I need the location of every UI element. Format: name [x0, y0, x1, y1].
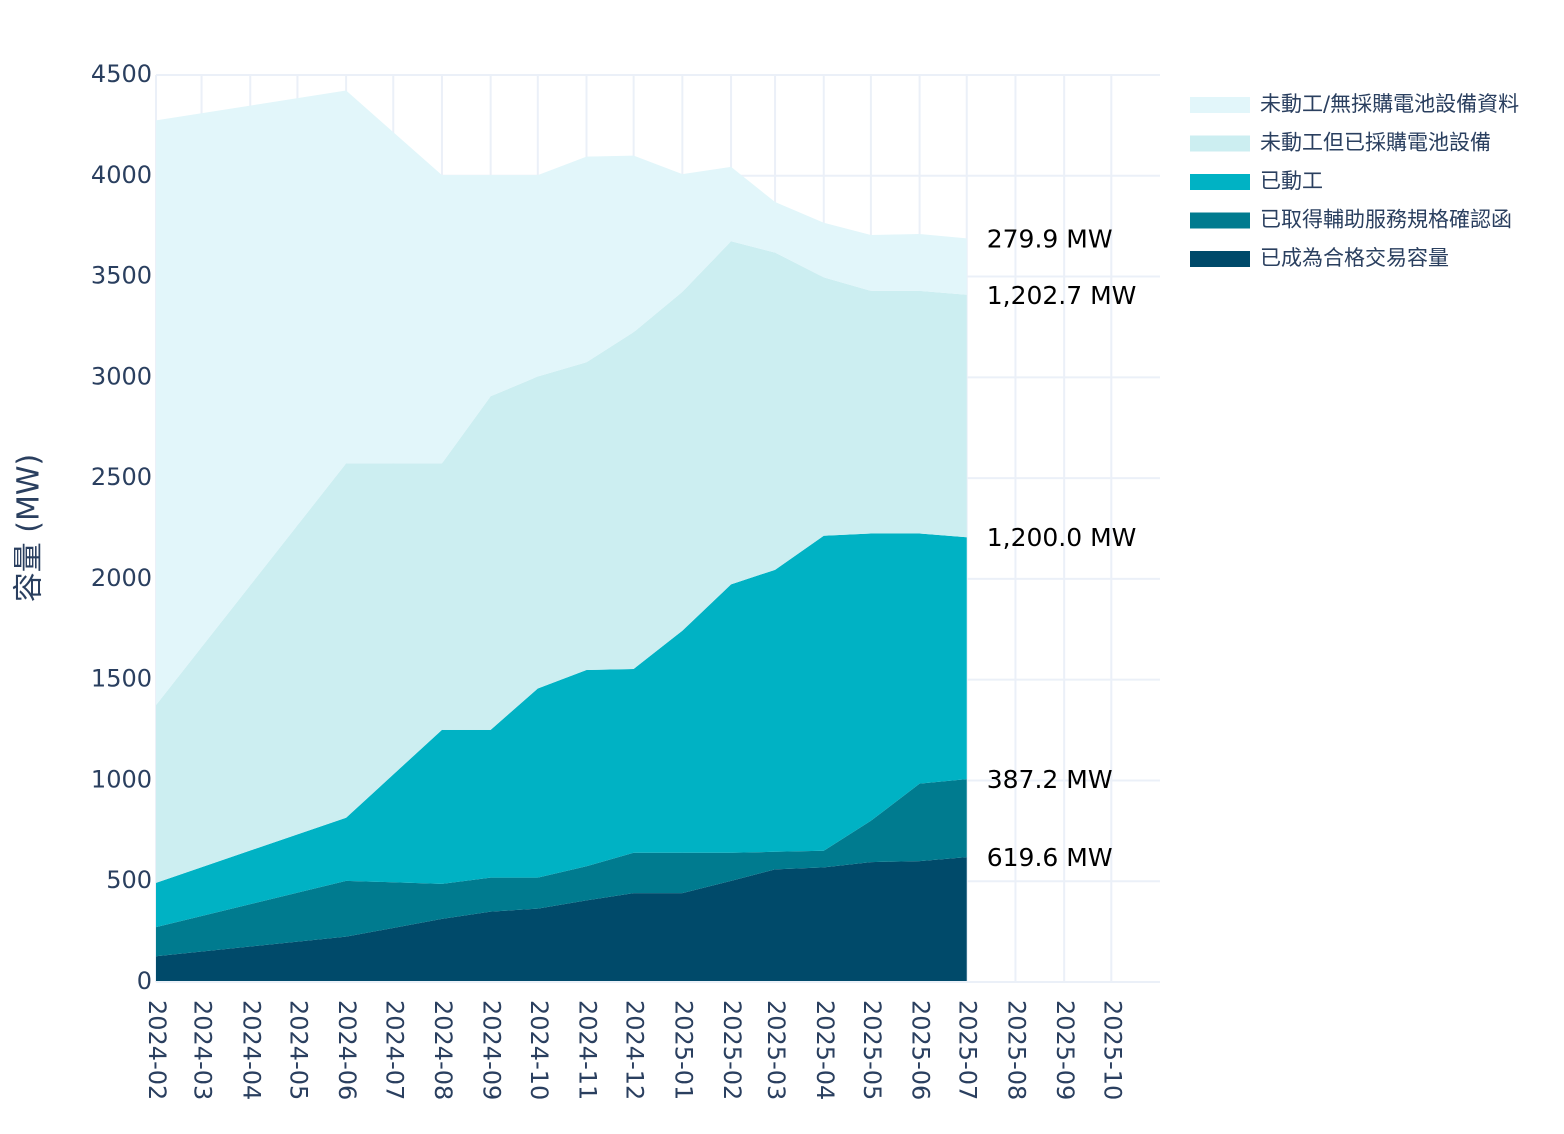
legend-label: 已動工: [1260, 169, 1323, 193]
legend-swatch: [1190, 251, 1250, 267]
data-label: 619.6 MW: [987, 843, 1113, 872]
legend-swatch: [1190, 97, 1250, 113]
x-tick-label: 2025-02: [718, 1000, 746, 1100]
y-tick-label: 4500: [91, 60, 152, 88]
legend-label: 已成為合格交易容量: [1260, 246, 1449, 270]
legend-label: 未動工但已採購電池設備: [1260, 131, 1491, 155]
legend-label: 已取得輔助服務規格確認函: [1260, 208, 1512, 232]
y-tick-label: 3500: [91, 262, 152, 290]
data-label: 1,200.0 MW: [987, 523, 1137, 552]
legend-swatch: [1190, 174, 1250, 190]
y-tick-label: 1000: [91, 765, 152, 793]
data-label: 387.2 MW: [987, 765, 1113, 794]
legend-label: 未動工/無採購電池設備資料: [1260, 92, 1519, 116]
x-tick-label: 2025-09: [1051, 1000, 1079, 1100]
y-tick-label: 2500: [91, 463, 152, 491]
y-tick-label: 500: [106, 866, 152, 894]
x-tick-label: 2025-10: [1098, 1000, 1126, 1100]
area: [156, 779, 967, 957]
x-tick-label: 2025-08: [1002, 1000, 1030, 1100]
area: [156, 533, 967, 928]
x-tick-label: 2024-06: [333, 1000, 361, 1100]
data-label: 279.9 MW: [987, 224, 1113, 253]
x-tick-label: 2024-07: [380, 1000, 408, 1100]
x-tick-label: 2024-03: [189, 1000, 217, 1100]
x-tick-label: 2025-03: [762, 1000, 790, 1100]
area: [156, 857, 967, 982]
x-tick-label: 2024-02: [143, 1000, 171, 1100]
y-tick-label: 0: [137, 967, 152, 995]
legend-swatch: [1190, 212, 1250, 229]
x-tick-label: 2025-06: [907, 1000, 935, 1100]
x-tick-label: 2025-07: [954, 1000, 982, 1100]
x-tick-label: 2024-11: [574, 1000, 602, 1100]
area: [156, 241, 967, 883]
x-tick-label: 2025-01: [669, 1000, 697, 1100]
y-tick-label: 2000: [91, 564, 152, 592]
data-label: 1,202.7 MW: [987, 281, 1137, 310]
y-tick-label: 4000: [91, 161, 152, 189]
y-tick-label: 3000: [91, 362, 152, 390]
x-tick-label: 2024-09: [478, 1000, 506, 1100]
area: [156, 90, 967, 706]
x-tick-label: 2024-04: [237, 1000, 265, 1100]
x-tick-label: 2024-12: [621, 1000, 649, 1100]
x-tick-label: 2025-05: [858, 1000, 886, 1100]
x-tick-label: 2024-08: [429, 1000, 457, 1100]
y-tick-label: 1500: [91, 665, 152, 693]
legend-swatch: [1190, 135, 1250, 152]
y-axis-label: 容量 (MW): [12, 454, 47, 603]
x-tick-label: 2024-05: [284, 1000, 312, 1100]
x-tick-label: 2024-10: [525, 1000, 553, 1100]
x-tick-label: 2025-04: [811, 1000, 839, 1100]
